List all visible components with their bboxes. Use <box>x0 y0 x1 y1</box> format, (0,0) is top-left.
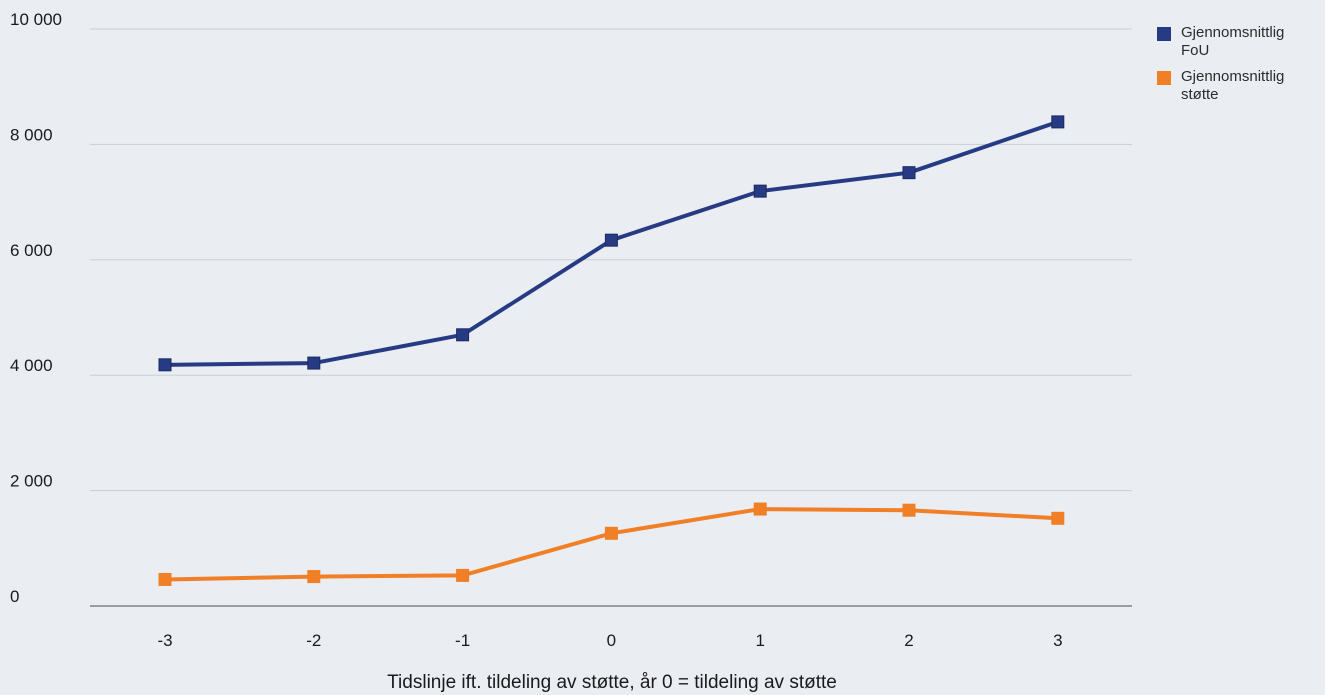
data-point-0-4 <box>753 184 767 198</box>
data-point-1-4 <box>753 502 767 516</box>
data-point-1-1 <box>307 570 321 584</box>
legend-item-fou: Gjennomsnittlig FoU <box>1157 24 1317 60</box>
y-tick-label: 4 000 <box>10 356 53 375</box>
data-point-0-1 <box>307 356 321 370</box>
legend: Gjennomsnittlig FoU Gjennomsnittlig støt… <box>1157 24 1317 112</box>
legend-swatch-stotte <box>1157 71 1171 85</box>
data-point-0-3 <box>604 233 618 247</box>
gridlines <box>90 28 1132 607</box>
data-point-1-0 <box>158 572 172 586</box>
legend-label-stotte: Gjennomsnittlig støtte <box>1181 68 1285 103</box>
data-point-0-5 <box>902 166 916 180</box>
data-point-0-2 <box>456 328 470 342</box>
x-tick-label: -1 <box>455 631 470 650</box>
data-point-0-0 <box>158 358 172 372</box>
y-tick-label: 10 000 <box>10 10 62 29</box>
x-tick-label: -2 <box>306 631 321 650</box>
series-group <box>158 115 1065 586</box>
y-tick-label: 0 <box>10 587 19 606</box>
legend-swatch-fou <box>1157 27 1171 41</box>
x-tick-labels: -3 -2 -1 0 1 2 3 <box>157 631 1062 650</box>
x-tick-label: 0 <box>607 631 616 650</box>
x-axis-title: Tidslinje ift. tildeling av støtte, år 0… <box>387 672 837 693</box>
y-tick-label: 2 000 <box>10 472 53 491</box>
y-tick-label: 6 000 <box>10 241 53 260</box>
data-point-1-6 <box>1051 511 1065 525</box>
x-tick-label: -3 <box>157 631 172 650</box>
data-point-1-5 <box>902 503 916 517</box>
x-tick-label: 2 <box>904 631 913 650</box>
x-tick-label: 3 <box>1053 631 1062 650</box>
y-tick-labels: 0 2 000 4 000 6 000 8 000 10 000 <box>10 10 62 606</box>
series-line-1 <box>164 507 1058 582</box>
x-tick-label: 1 <box>755 631 764 650</box>
y-tick-label: 8 000 <box>10 125 53 144</box>
data-point-1-3 <box>604 526 618 540</box>
data-point-0-6 <box>1051 115 1065 129</box>
legend-item-stotte: Gjennomsnittlig støtte <box>1157 68 1317 104</box>
data-point-1-2 <box>456 568 470 582</box>
legend-label-fou: Gjennomsnittlig FoU <box>1181 24 1285 59</box>
